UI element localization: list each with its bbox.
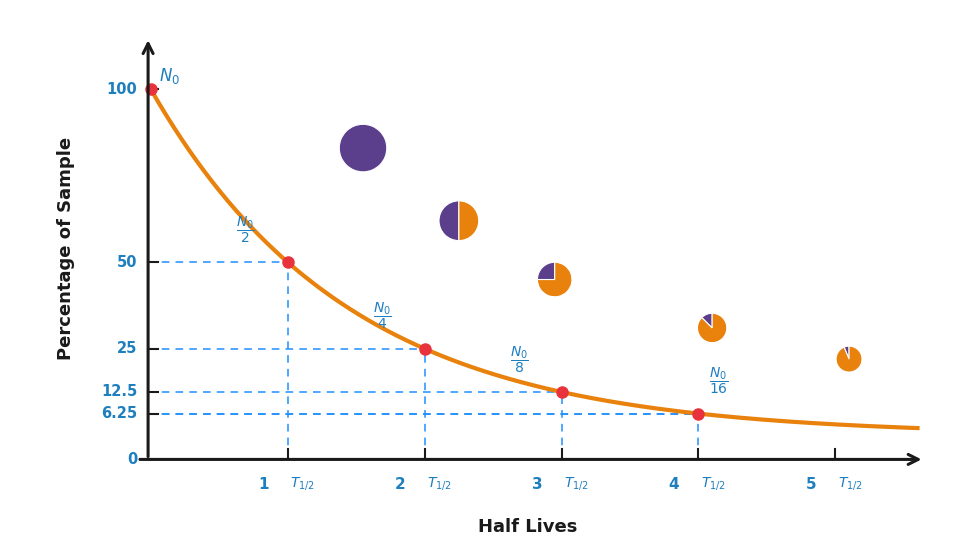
Wedge shape bbox=[538, 262, 555, 280]
Wedge shape bbox=[538, 262, 572, 297]
Wedge shape bbox=[459, 201, 479, 241]
Text: $\dfrac{N_0}{4}$: $\dfrac{N_0}{4}$ bbox=[372, 301, 392, 332]
Text: Percentage of Sample: Percentage of Sample bbox=[57, 137, 75, 360]
Text: 6.25: 6.25 bbox=[101, 406, 137, 421]
Text: 25: 25 bbox=[117, 341, 137, 356]
Wedge shape bbox=[844, 346, 849, 359]
Text: $T_{1/2}$: $T_{1/2}$ bbox=[564, 475, 589, 492]
Text: 2: 2 bbox=[395, 477, 405, 492]
Wedge shape bbox=[836, 346, 862, 372]
Wedge shape bbox=[339, 124, 387, 172]
Text: $T_{1/2}$: $T_{1/2}$ bbox=[291, 475, 315, 492]
Text: 5: 5 bbox=[805, 477, 816, 492]
Text: 3: 3 bbox=[532, 477, 542, 492]
Text: 0: 0 bbox=[127, 452, 137, 467]
Text: 100: 100 bbox=[107, 82, 137, 97]
Text: 1: 1 bbox=[258, 477, 269, 492]
Text: $T_{1/2}$: $T_{1/2}$ bbox=[701, 475, 726, 492]
Text: 12.5: 12.5 bbox=[101, 384, 137, 400]
Text: $\dfrac{N_0}{2}$: $\dfrac{N_0}{2}$ bbox=[236, 214, 254, 245]
Text: $\dfrac{N_0}{16}$: $\dfrac{N_0}{16}$ bbox=[709, 366, 729, 396]
Wedge shape bbox=[698, 313, 727, 343]
Wedge shape bbox=[702, 313, 712, 328]
Text: $\dfrac{N_0}{8}$: $\dfrac{N_0}{8}$ bbox=[510, 344, 529, 375]
Text: Half Lives: Half Lives bbox=[478, 518, 577, 536]
Text: $N_0$: $N_0$ bbox=[159, 66, 180, 86]
Text: 4: 4 bbox=[668, 477, 679, 492]
Text: $T_{1/2}$: $T_{1/2}$ bbox=[427, 475, 452, 492]
Wedge shape bbox=[439, 201, 459, 241]
Text: $T_{1/2}$: $T_{1/2}$ bbox=[838, 475, 863, 492]
Text: 50: 50 bbox=[116, 255, 137, 270]
